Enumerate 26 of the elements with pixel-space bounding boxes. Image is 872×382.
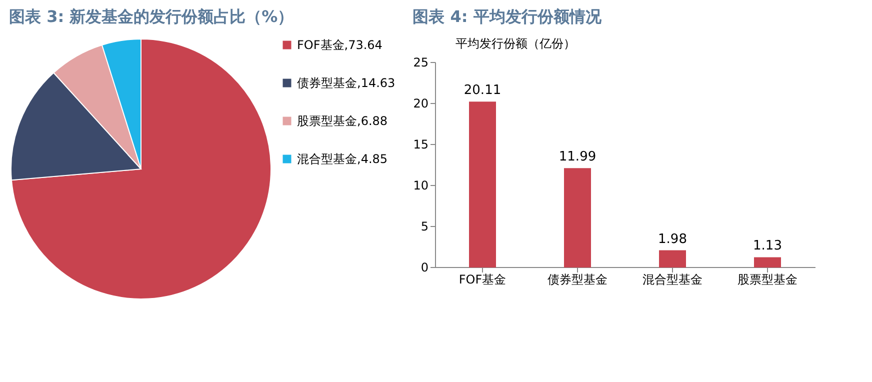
- data-label: 1.13: [753, 238, 782, 254]
- x-tick-label: 股票型基金: [738, 272, 798, 286]
- bar: [659, 250, 686, 268]
- bar: [469, 102, 496, 268]
- x-tick-label: 债券型基金: [548, 272, 608, 286]
- x-tick-label: FOF基金: [458, 272, 506, 286]
- y-tick-label: 0: [420, 260, 428, 274]
- y-tick-label: 10: [413, 178, 428, 192]
- bar: [564, 168, 591, 268]
- pie-slice: [10, 38, 272, 300]
- y-tick-label: 20: [413, 96, 428, 110]
- y-axis-title: 平均发行份额（亿份）: [456, 36, 576, 50]
- y-tick-label: 25: [413, 56, 428, 70]
- data-label: 11.99: [558, 150, 596, 165]
- chart-title: 图表 4: 平均发行份额情况: [412, 7, 602, 26]
- data-label: 20.11: [464, 83, 502, 98]
- legend-label: FOF基金,73.64: [297, 38, 382, 52]
- legend-label: 混合型基金,4.85: [297, 152, 388, 166]
- legend-label: 股票型基金,6.88: [297, 114, 388, 128]
- data-label: 1.98: [658, 232, 687, 247]
- legend-label: 债券型基金,14.63: [297, 76, 396, 90]
- chart-title: 图表 3: 新发基金的发行份额占比（%）: [9, 7, 294, 26]
- y-tick-label: 5: [420, 220, 428, 234]
- y-tick-label: 15: [413, 138, 428, 152]
- x-tick-label: 混合型基金: [642, 272, 702, 286]
- bar: [754, 257, 781, 268]
